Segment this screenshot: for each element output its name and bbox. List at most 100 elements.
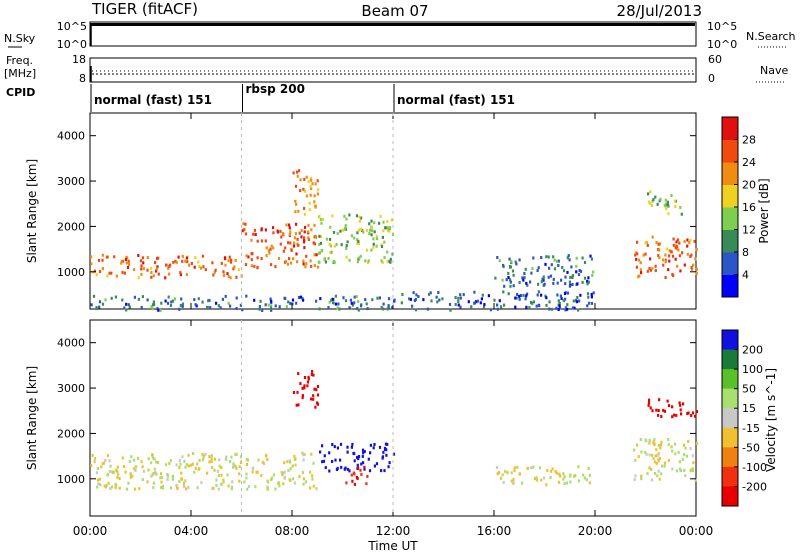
data-cell [201, 300, 204, 304]
data-cell [230, 258, 233, 262]
data-cell [579, 293, 582, 297]
data-cell [685, 454, 688, 458]
data-cell [139, 259, 143, 263]
data-cell [660, 443, 663, 447]
data-cell [303, 453, 306, 457]
data-cell [123, 306, 126, 310]
data-cell [550, 263, 553, 267]
data-cell [201, 458, 204, 462]
data-cell [356, 241, 359, 245]
data-cell [512, 481, 515, 485]
data-cell [269, 297, 272, 301]
data-cell [164, 299, 167, 303]
data-cell [312, 373, 315, 377]
data-cell [157, 461, 160, 464]
data-cell [166, 301, 170, 305]
data-cell [160, 485, 163, 489]
data-cell [654, 195, 657, 199]
data-cell [289, 241, 292, 245]
data-cell [498, 259, 501, 263]
data-cell [274, 487, 277, 491]
colorbar-tick-label: 15 [742, 402, 756, 415]
data-cell [691, 454, 694, 458]
data-cell [549, 274, 552, 278]
data-cell [530, 271, 533, 275]
data-cell [387, 304, 390, 308]
data-cell [121, 298, 124, 302]
data-cell [348, 258, 351, 262]
data-cell [102, 461, 106, 465]
data-cell [142, 469, 145, 473]
data-cell [222, 478, 225, 482]
data-cell [266, 485, 269, 489]
data-cell [313, 200, 316, 204]
data-cell [305, 175, 308, 179]
data-cell [564, 297, 567, 301]
data-cell [309, 486, 312, 490]
data-cell [307, 180, 310, 184]
data-cell [367, 457, 370, 461]
data-cell [146, 298, 149, 302]
data-cell [409, 297, 412, 301]
data-cell [557, 259, 560, 263]
data-cell [648, 466, 651, 470]
data-cell [663, 204, 667, 208]
data-cell [220, 261, 223, 265]
data-cell [175, 260, 178, 264]
data-cell [529, 280, 532, 284]
data-cell [639, 438, 642, 441]
data-cell [293, 454, 296, 458]
data-cell [666, 200, 669, 204]
data-cell [217, 474, 220, 477]
data-cell [437, 291, 440, 294]
data-cell [556, 293, 559, 297]
data-cell [694, 414, 697, 418]
data-cell [307, 238, 310, 241]
data-cell [532, 256, 535, 260]
data-cell [664, 258, 667, 262]
data-cell [589, 254, 592, 258]
data-cell [257, 458, 260, 462]
data-cell [457, 296, 460, 300]
data-cell [436, 300, 439, 304]
data-cell [571, 276, 574, 280]
data-cell [192, 452, 195, 455]
data-cell [185, 273, 188, 277]
data-cell [365, 228, 369, 232]
data-cell [207, 299, 210, 303]
data-cell [457, 303, 460, 307]
data-cell [313, 242, 316, 246]
data-cell [518, 281, 521, 284]
data-cell [241, 308, 244, 312]
data-cell [563, 475, 566, 479]
data-cell [121, 259, 125, 263]
data-cell [547, 255, 550, 259]
data-cell [193, 470, 196, 474]
data-cell [108, 470, 112, 473]
data-cell [542, 275, 545, 279]
data-cell [184, 479, 187, 483]
data-cell [152, 300, 155, 304]
data-cell [587, 295, 590, 299]
colorbar-tick-label: 4 [742, 269, 749, 282]
data-cell [277, 257, 281, 260]
data-cell [109, 487, 112, 491]
data-cell [301, 471, 304, 475]
data-cell [557, 299, 560, 303]
data-cell [454, 303, 457, 306]
data-cell [429, 291, 432, 295]
data-cell [312, 394, 315, 398]
data-cell [502, 263, 505, 267]
data-cell [441, 297, 444, 301]
nave-tick-bottom: 0 [708, 72, 715, 85]
data-cell [636, 240, 639, 244]
data-cell [535, 478, 538, 482]
data-cell [93, 460, 96, 464]
data-cell [506, 471, 509, 475]
data-cell [287, 469, 290, 473]
data-cell [364, 298, 367, 302]
data-cell [214, 268, 217, 272]
data-cell [270, 244, 273, 248]
data-cell [648, 267, 651, 270]
data-cell [171, 299, 175, 303]
